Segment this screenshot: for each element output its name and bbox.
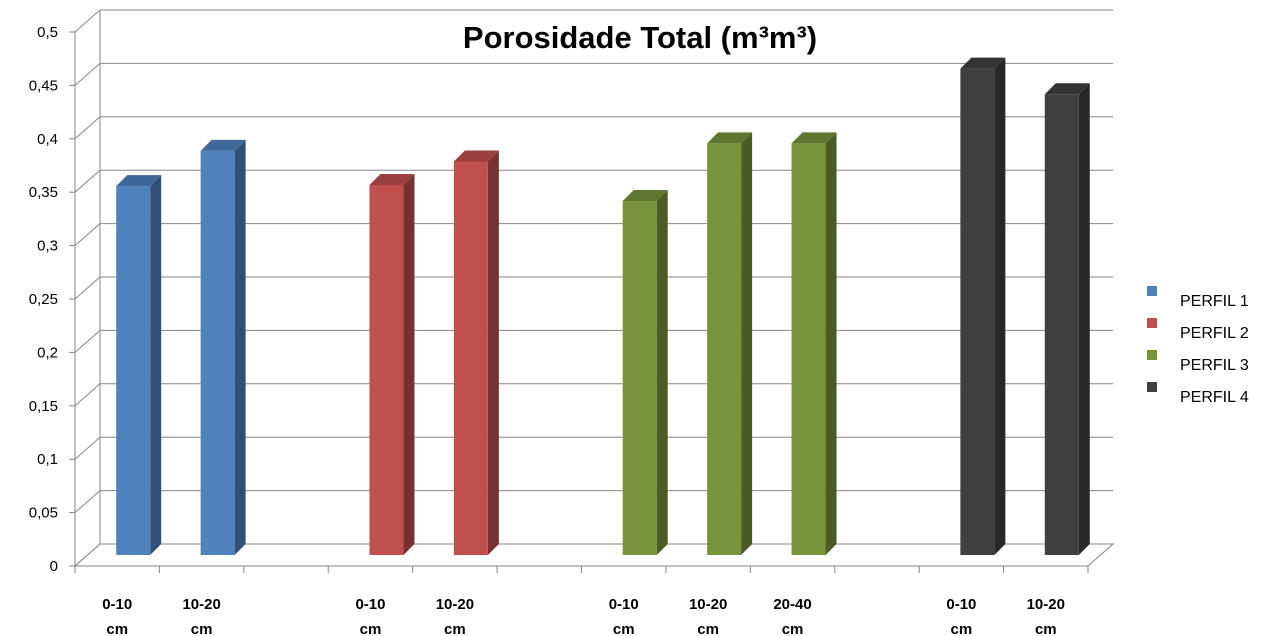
gridline-depth [74,330,101,353]
bar-perfil4-11 [1044,83,1090,555]
x-tick-label-unit: cm [951,621,973,636]
bar-front [1044,94,1079,555]
y-tick-label: 0,35 [29,184,58,201]
bar-perfil1-1 [200,139,246,555]
bar-side [994,57,1006,556]
bar-front [707,143,742,555]
bar-top [707,132,753,144]
x-tick-label: 10-20 [1027,596,1065,613]
y-tick-label: 0,25 [29,291,58,308]
legend-swatch [1147,350,1157,360]
gridline-depth [74,276,101,300]
y-tick-label: 0,3 [37,238,58,255]
x-tick-label: 0-10 [946,596,976,613]
gridline-depth [74,436,101,460]
bar-side [487,150,499,555]
bar-top [369,173,415,185]
bar-perfil3-8 [791,132,837,555]
gridline-depth [74,9,101,33]
bar-top [453,150,499,162]
bar-perfil4-10 [960,57,1006,556]
bar-side [234,139,246,555]
bar-front [369,184,404,555]
legend-label: PERFIL 1 [1180,293,1249,310]
bar-perfil3-7 [707,132,753,555]
bar-top [960,57,1006,69]
x-tick-label-unit: cm [191,621,213,636]
y-tick-label: 0 [50,558,58,575]
bar-side [741,132,753,555]
bar-side [656,190,668,556]
x-tick-label: 10-20 [436,596,474,613]
x-tick-label: 0-10 [102,596,132,613]
gridline-depth [74,169,101,193]
bar-front [200,150,235,555]
x-tick-label: 10-20 [689,596,727,613]
bar-front [116,186,151,555]
bar-side [1078,83,1090,555]
y-tick-label: 0,05 [29,505,58,522]
bar-side [403,173,415,555]
x-tick-label-unit: cm [782,621,804,636]
y-tick-label: 0,4 [37,131,58,148]
gridline-depth [74,223,101,246]
y-tick-label: 0,45 [29,77,58,94]
gridline-depth [74,543,101,567]
gridline-depth [74,63,101,86]
x-tick-label: 0-10 [609,596,639,613]
gridline-depth [74,490,101,513]
bar-front [791,143,826,555]
legend-swatch [1147,382,1157,392]
y-tick-label: 0,5 [37,24,58,41]
x-tick-label-unit: cm [106,621,128,636]
y-tick-label: 0,2 [37,344,58,361]
bar-top [791,132,837,144]
bar-side [825,132,837,555]
legend-label: PERFIL 3 [1180,357,1249,374]
bar-top [200,139,246,151]
y-tick-label: 0,15 [29,398,58,415]
bar-top [116,175,162,187]
legend-swatch [1147,286,1157,296]
y-axis-tick-labels: 0 0,05 0,1 0,15 0,2 0,25 0,3 0,35 0,4 0,45 0,5 [29,24,58,575]
x-tick-label-unit: cm [444,621,466,636]
bar-front [960,68,995,556]
legend-swatch [1147,318,1157,328]
legend: PERFIL 1 PERFIL 2 PERFIL 3 PERFIL 4 [1147,286,1249,406]
x-tick-label-unit: cm [1035,621,1057,636]
x-axis-tick-labels: 0-10 cm 10-20 cm 0-10 cm 10-20 cm 0-10 cm 10-20 cm 2… [74,566,1089,636]
bar-front [453,161,488,555]
x-tick-label-unit: cm [360,621,382,636]
chart-title: Porosidade Total (m³m³) [463,20,817,55]
bar-top [1044,83,1090,95]
bars [116,57,1090,556]
bar-side [150,175,162,555]
bar-top [622,190,668,202]
x-tick-label-unit: cm [613,621,635,636]
y-tick-label: 0,1 [37,451,58,468]
gridline-depth [74,383,101,407]
bar-perfil3-6 [622,190,668,556]
gridlines [69,9,1113,567]
legend-label: PERFIL 2 [1180,325,1249,342]
x-tick-label: 0-10 [355,596,385,613]
x-tick-label-unit: cm [697,621,719,636]
bar-perfil2-3 [369,173,415,555]
gridline-depth [74,116,101,140]
bar-front [622,201,657,556]
x-tick-label: 20-40 [773,596,811,613]
legend-label: PERFIL 4 [1180,389,1249,406]
bar-perfil1-0 [116,175,162,555]
bar-perfil2-4 [453,150,499,555]
x-tick-label: 10-20 [182,596,220,613]
